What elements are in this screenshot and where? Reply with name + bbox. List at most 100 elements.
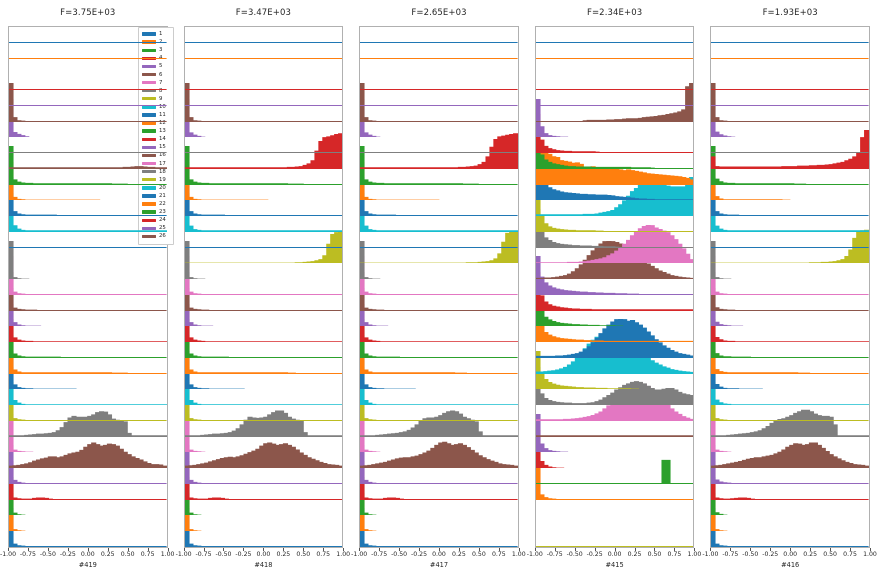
x-tick-label: -0.25 — [411, 551, 428, 558]
legend-item[interactable]: 14 — [141, 135, 171, 143]
x-tick — [223, 548, 225, 551]
legend-item[interactable]: 12 — [141, 119, 171, 127]
legend-item[interactable]: 23 — [141, 208, 171, 216]
x-tick-label: -0.50 — [566, 551, 583, 558]
ridgeline-series — [535, 114, 694, 154]
x-axis: -1.00 -0.75 -0.50 -0.25 0.00 0.25 0.50 0.75 1.00… — [176, 548, 350, 574]
x-axis-label: #418 — [254, 561, 273, 569]
ridgeline-series — [360, 193, 518, 232]
x-tick-label: -0.75 — [546, 551, 563, 558]
legend-item[interactable]: 15 — [141, 143, 171, 151]
x-tick-label: 0.75 — [491, 551, 506, 558]
ridgeline-series — [711, 26, 869, 43]
legend-swatch-icon — [142, 48, 156, 52]
legend-item[interactable]: 13 — [141, 127, 171, 135]
panel-title: F=3.47E+03 — [235, 8, 292, 18]
ridgeline-series — [184, 303, 343, 343]
ridgeline-series — [360, 492, 518, 532]
ridgeline-series — [360, 461, 518, 500]
ridgeline-series — [711, 508, 869, 547]
x-tick-label: -0.75 — [19, 551, 36, 558]
x-tick-label: 0.25 — [627, 551, 642, 558]
x-tick — [710, 548, 712, 551]
ridgeline-series — [9, 193, 167, 232]
x-tick-label: -1.00 — [0, 551, 17, 558]
ridgeline-series — [184, 287, 343, 327]
legend-item[interactable]: 17 — [141, 160, 171, 168]
legend-item[interactable]: 3 — [141, 46, 171, 54]
ridgeline-series — [535, 413, 694, 453]
legend-item[interactable]: 8 — [141, 87, 171, 95]
x-tick — [243, 548, 245, 551]
x-axis: -1.00 -0.75 -0.50 -0.25 0.00 0.25 0.50 0.75 1.00… — [702, 548, 877, 574]
ridgeline-series — [9, 508, 167, 547]
legend-swatch-icon — [142, 32, 156, 36]
ridgeline-series — [9, 335, 167, 374]
ridgeline-series — [184, 161, 343, 201]
legend-item[interactable]: 6 — [141, 70, 171, 78]
ridgeline-series — [360, 26, 518, 43]
x-tick-label: 0.00 — [80, 551, 95, 558]
legend-item[interactable]: 24 — [141, 216, 171, 224]
x-tick-label: 0.25 — [276, 551, 291, 558]
ridgeline-series — [184, 492, 343, 532]
ridgeline-series — [360, 430, 518, 469]
legend-item[interactable]: 18 — [141, 168, 171, 176]
ridgeline-series — [9, 98, 167, 138]
legend-item[interactable]: 1 — [141, 30, 171, 38]
legend-item[interactable]: 10 — [141, 103, 171, 111]
legend-swatch-icon — [142, 226, 156, 230]
ridgeline-series — [360, 508, 518, 547]
ridgeline-series — [711, 382, 869, 421]
ridgeline-series — [711, 350, 869, 390]
legend-item[interactable]: 5 — [141, 62, 171, 70]
legend-item[interactable]: 11 — [141, 111, 171, 119]
legend-item[interactable]: 22 — [141, 200, 171, 208]
x-axis: -1.00 -0.75 -0.50 -0.25 0.00 0.25 0.50 0.75 1.00… — [351, 548, 526, 574]
x-tick — [869, 548, 871, 551]
ridgeline-series — [535, 350, 694, 390]
x-tick-label: -0.25 — [586, 551, 603, 558]
histogram-panel: F=2.34E+03 -1.00 -0.75 -0.50 -0.25 0.00 0.25 0.… — [527, 0, 703, 574]
ridgeline-series — [184, 130, 343, 169]
legend-item-label: 14 — [159, 136, 166, 143]
x-tick-label: -1.00 — [175, 551, 192, 558]
legend-swatch-icon — [142, 234, 156, 239]
ridgeline-series — [360, 303, 518, 343]
x-tick — [419, 548, 421, 551]
x-tick — [127, 548, 129, 551]
legend-item-label: 9 — [159, 95, 163, 102]
ridgeline-series — [360, 445, 518, 484]
legend-item[interactable]: 16 — [141, 151, 171, 159]
ridgeline-series — [9, 287, 167, 327]
ridgeline-series — [360, 319, 518, 358]
x-tick — [359, 548, 361, 551]
legend-item[interactable]: 9 — [141, 95, 171, 103]
legend-swatch-icon — [142, 186, 156, 190]
legend-item[interactable]: 25 — [141, 224, 171, 232]
legend-item[interactable]: 7 — [141, 79, 171, 87]
series-legend[interactable]: 1 2 3 4 5 6 7 8 9 10 11 12 13 14 15 16 17 18 19 20 21 22 23 24 2… — [138, 27, 174, 245]
plot-area — [534, 26, 695, 548]
ridgeline-series — [184, 413, 343, 453]
histogram-panel: F=3.75E+03 -1.00 -0.75 -0.50 -0.25 0.00 0.25 0.… — [0, 0, 176, 574]
legend-swatch-icon — [142, 80, 156, 85]
legend-item-label: 16 — [159, 152, 166, 159]
ridgeline-rows — [711, 27, 869, 547]
ridgeline-series — [9, 256, 167, 295]
legend-item[interactable]: 19 — [141, 176, 171, 184]
ridgeline-series — [535, 319, 694, 358]
legend-item-label: 3 — [159, 47, 163, 54]
legend-item[interactable]: 2 — [141, 38, 171, 46]
legend-item[interactable]: 26 — [141, 232, 171, 240]
ridgeline-series — [9, 430, 167, 469]
ridgeline-series — [711, 98, 869, 138]
x-tick-label: 1.00 — [511, 551, 526, 558]
legend-item[interactable]: 20 — [141, 184, 171, 192]
ridgeline-series — [9, 26, 167, 43]
legend-item[interactable]: 21 — [141, 192, 171, 200]
legend-swatch-icon — [142, 145, 156, 150]
ridgeline-series — [711, 430, 869, 469]
ridgeline-series — [9, 350, 167, 390]
legend-swatch-icon — [142, 202, 156, 206]
